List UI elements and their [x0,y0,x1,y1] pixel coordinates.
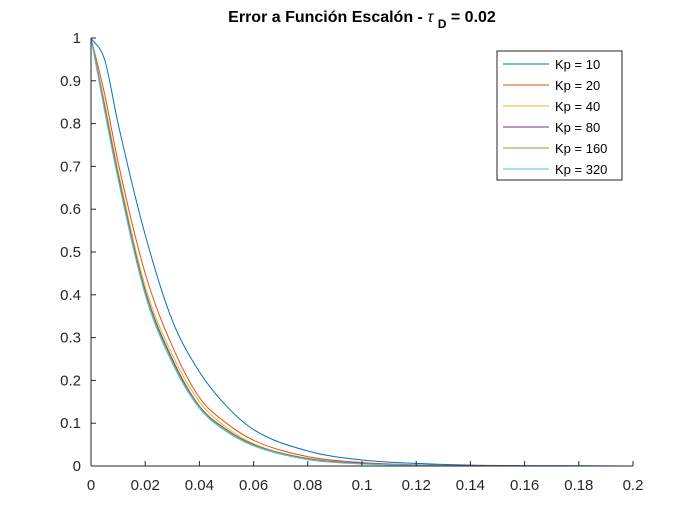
x-tick-label: 0.18 [564,477,593,494]
y-tick-label: 0.1 [60,415,81,432]
chart-title: Error a Función Escalón - τ D = 0.02 [228,9,496,32]
x-tick-label: 0.08 [293,477,322,494]
legend-label: Kp = 320 [555,162,607,177]
y-tick-label: 0 [73,458,81,475]
legend-label: Kp = 160 [555,141,607,156]
legend-box [496,50,623,181]
legend-label: Kp = 10 [555,57,600,72]
y-tick-label: 0.6 [60,201,81,218]
y-tick-label: 0.7 [60,158,81,175]
tick-labels: 0 0.02 0.04 0.06 0.08 0.1 0.12 0.14 0.16 0.18 0.2 0… [60,30,643,494]
title-symbol: τ [427,9,434,26]
x-tick-label: 0.12 [402,477,431,494]
x-tick-label: 0.06 [239,477,268,494]
x-tick-label: 0 [87,477,95,494]
legend: Kp = 10 Kp = 20 Kp = 40 Kp = 80 Kp = 160 Kp =… [496,50,623,181]
title-prefix: Error a Función Escalón - [228,9,427,26]
legend-label: Kp = 20 [555,78,600,93]
x-tick-label: 0.16 [510,477,539,494]
x-tick-label: 0.04 [185,477,214,494]
y-tick-label: 1 [73,30,81,47]
x-tick-label: 0.02 [131,477,160,494]
legend-label: Kp = 80 [555,120,600,135]
y-tick-label: 0.4 [60,287,81,304]
title-subscript: D [438,17,447,31]
y-tick-label: 0.9 [60,73,81,90]
x-tick-label: 0.2 [623,477,644,494]
x-tick-label: 0.1 [352,477,373,494]
y-tick-label: 0.5 [60,244,81,261]
y-tick-label: 0.8 [60,116,81,133]
x-tick-label: 0.14 [456,477,485,494]
legend-label: Kp = 40 [555,99,600,114]
axes [90,37,634,467]
title-suffix: = 0.02 [451,9,496,26]
y-tick-label: 0.2 [60,372,81,389]
y-tick-label: 0.3 [60,330,81,347]
